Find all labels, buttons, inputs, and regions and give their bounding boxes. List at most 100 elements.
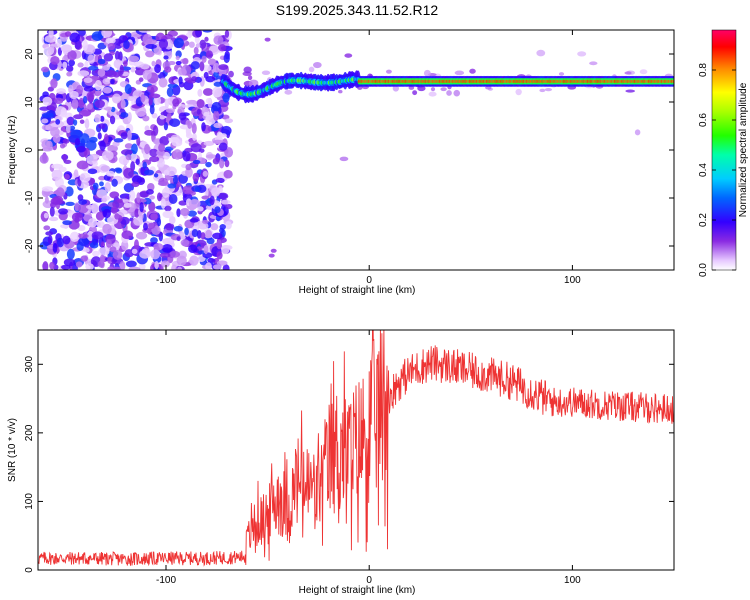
heatmap-cell	[69, 231, 80, 242]
heatmap-cell	[95, 211, 105, 221]
heatmap-cell	[199, 39, 207, 50]
heatmap-cell	[144, 129, 155, 136]
heatmap-cell	[128, 95, 134, 102]
heatmap-cell	[76, 145, 86, 153]
heatmap-cell	[64, 31, 72, 37]
heatmap-cell	[91, 31, 104, 41]
heatmap-cell	[48, 216, 59, 222]
heatmap-cell	[142, 161, 147, 169]
heatmap-cell	[191, 229, 199, 238]
heatmap-cell	[113, 266, 121, 270]
heatmap-cell	[76, 84, 84, 95]
heatmap-cell	[43, 212, 49, 219]
heatmap-cell	[114, 50, 120, 61]
heatmap-cell	[167, 183, 177, 189]
heatmap-cell	[123, 202, 132, 208]
heatmap-cell	[176, 236, 181, 242]
heatmap-cell	[209, 195, 215, 206]
heatmap-cell	[224, 118, 234, 124]
heatmap-cell	[176, 208, 181, 218]
heatmap-cell	[221, 125, 232, 136]
heatmap-cell	[55, 187, 65, 198]
heatmap-cell	[92, 182, 99, 190]
heatmap-cell	[120, 112, 129, 118]
heatmap-cell	[94, 99, 105, 109]
heatmap-cell	[56, 88, 67, 95]
y-tick-label: 20	[24, 48, 35, 60]
heatmap-cell	[41, 139, 51, 150]
heatmap-cell	[176, 103, 187, 109]
x-tick-label: 0	[366, 575, 372, 586]
heatmap-cell	[192, 133, 197, 141]
heatmap-cell	[149, 156, 160, 163]
heatmap-cell	[130, 135, 139, 140]
heatmap-cell	[216, 251, 223, 260]
heatmap-cell	[85, 204, 95, 210]
heatmap-cell	[107, 266, 115, 270]
heatmap-cell	[150, 213, 158, 221]
heatmap-cell	[210, 223, 219, 231]
heatmap-cell	[88, 136, 98, 143]
heatmap-cell	[94, 79, 102, 91]
heatmap-cell	[123, 40, 130, 50]
heatmap-cell	[148, 93, 161, 99]
heatmap-cell	[77, 70, 90, 77]
heatmap-cell	[78, 233, 89, 239]
heatmap-cell	[205, 154, 218, 159]
heatmap-cell	[197, 89, 203, 97]
heatmap-cell	[423, 69, 431, 77]
heatmap-cell	[98, 175, 106, 181]
heatmap-cell	[200, 232, 206, 240]
heatmap-cell	[211, 258, 216, 264]
heatmap-cell	[102, 78, 111, 85]
heatmap-cell	[212, 86, 223, 98]
heatmap-cell	[100, 165, 111, 172]
heatmap-cell	[82, 39, 88, 51]
heatmap-cell	[165, 108, 175, 114]
heatmap-cell	[536, 49, 546, 57]
heatmap-cell	[225, 203, 233, 210]
y-tick-label: 300	[24, 356, 35, 373]
heatmap-cell	[89, 241, 99, 249]
heatmap-cell	[111, 93, 122, 104]
heatmap-cell	[176, 255, 187, 266]
heatmap-cell	[90, 177, 95, 184]
y-tick-label: 200	[24, 424, 35, 441]
heatmap-cell	[217, 192, 229, 200]
heatmap-cell	[182, 185, 195, 195]
heatmap-cell	[66, 71, 73, 77]
heatmap-cell	[169, 250, 181, 258]
heatmap-cell	[159, 252, 171, 258]
heatmap-cell	[205, 229, 213, 239]
heatmap-cell	[213, 35, 224, 46]
heatmap-cell	[144, 143, 151, 155]
heatmap-cell	[196, 108, 201, 115]
heatmap-cell	[66, 124, 71, 134]
heatmap-cell	[77, 203, 89, 214]
heatmap-cell	[78, 199, 88, 205]
heatmap-cell	[109, 115, 116, 125]
heatmap-cell	[169, 215, 176, 225]
heatmap-cell	[163, 55, 169, 60]
heatmap-cell	[219, 224, 226, 230]
heatmap-cell	[261, 70, 271, 76]
heatmap-cell	[119, 260, 126, 270]
heatmap-cell	[55, 119, 61, 125]
heatmap-cell	[190, 61, 200, 70]
heatmap-cell	[96, 221, 101, 227]
heatmap-cell	[539, 88, 546, 93]
heatmap-cell	[201, 195, 210, 200]
heatmap-cell	[113, 59, 123, 69]
heatmap-cell	[138, 30, 151, 33]
heatmap-cell	[163, 169, 170, 176]
heatmap-cell	[99, 181, 104, 187]
heatmap-cell	[191, 122, 197, 134]
heatmap-cell	[164, 222, 175, 231]
heatmap-cell	[228, 70, 234, 78]
heatmap-cell	[139, 249, 151, 259]
heatmap-cell	[75, 261, 83, 268]
heatmap-cell	[205, 50, 213, 59]
heatmap-cell	[153, 173, 159, 178]
heatmap-cell	[139, 201, 144, 213]
